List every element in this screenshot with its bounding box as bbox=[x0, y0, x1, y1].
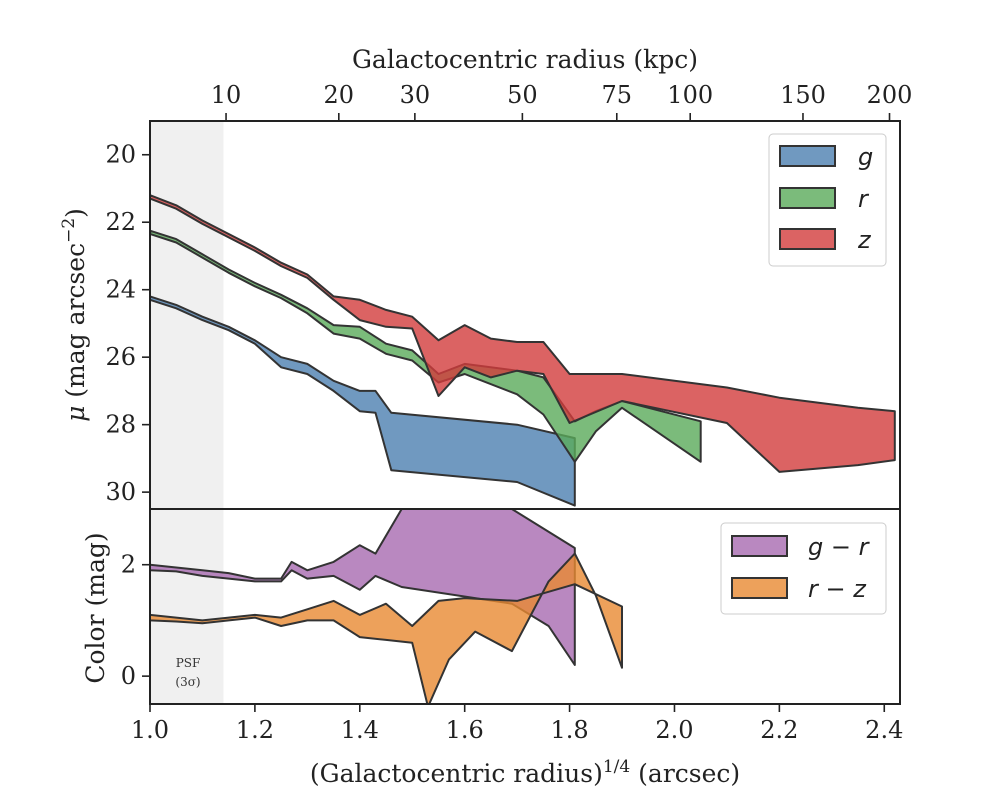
bottom-plot-frame bbox=[149, 508, 901, 705]
top-legend: g r z bbox=[768, 133, 887, 267]
x-tick-label: 1.2 bbox=[236, 716, 274, 744]
legend-swatch-r-z bbox=[731, 577, 788, 599]
legend-label-g-r: g − r bbox=[808, 533, 871, 561]
y-tick-label: 20 bbox=[105, 141, 136, 169]
bottom-legend: g − r r − z bbox=[720, 522, 887, 615]
legend-swatch-z bbox=[779, 228, 836, 250]
band-r bbox=[150, 229, 702, 463]
y-tick-label: 26 bbox=[105, 343, 136, 371]
top-axis-ticks: 10 20 30 50 75 100 150 200 bbox=[211, 81, 913, 121]
x-tick-label: 1.4 bbox=[341, 716, 379, 744]
x-axis-label: (Galactocentric radius)1/4 (arcsec) bbox=[310, 757, 740, 788]
legend-label-r: r bbox=[858, 185, 870, 213]
top-y-ticks: 20 22 24 26 28 30 bbox=[105, 141, 150, 506]
y-tick-label: 28 bbox=[105, 411, 136, 439]
kpc-tick-label: 200 bbox=[867, 81, 913, 109]
x-tick-label: 2.0 bbox=[655, 716, 693, 744]
y-tick-label: 24 bbox=[105, 276, 136, 304]
psf-region-bottom bbox=[150, 509, 224, 704]
ylabel-exponent: −2 bbox=[59, 218, 79, 243]
band-g bbox=[150, 295, 576, 507]
bottom-y-axis-label: Color (mag) bbox=[81, 532, 110, 683]
kpc-tick-label: 20 bbox=[324, 81, 355, 109]
legend-label-r-z: r − z bbox=[808, 575, 867, 603]
band-z bbox=[150, 194, 896, 473]
ylabel-unit: (mag arcsec bbox=[61, 243, 90, 398]
legend-swatch-r bbox=[779, 187, 836, 209]
color-y-tick-label: 2 bbox=[121, 551, 136, 579]
legend-swatch-g bbox=[779, 145, 836, 167]
top-y-axis-label: μ (mag arcsec−2) bbox=[59, 208, 90, 422]
x-tick-label: 1.8 bbox=[550, 716, 588, 744]
y-tick-label: 22 bbox=[105, 208, 136, 236]
x-tick-label: 2.2 bbox=[760, 716, 798, 744]
y-tick-label: 30 bbox=[105, 478, 136, 506]
legend-swatch-g-r bbox=[731, 535, 788, 557]
psf-region-top bbox=[150, 121, 224, 509]
x-tick-label: 1.0 bbox=[131, 716, 169, 744]
psf-label-line2: (3σ) bbox=[175, 675, 200, 689]
x-tick-label: 1.6 bbox=[446, 716, 484, 744]
ylabel-close: ) bbox=[61, 208, 90, 218]
x-tick-label: 2.4 bbox=[865, 716, 903, 744]
kpc-tick-label: 75 bbox=[602, 81, 633, 109]
band-rz bbox=[150, 552, 623, 704]
color-y-tick-label: 0 bbox=[121, 662, 136, 690]
band-gr bbox=[150, 509, 576, 666]
surface-brightness-panel: 20 22 24 26 28 30 10 20 30 50 75 100 150 200 Galacto… bbox=[59, 45, 912, 517]
top-series-group bbox=[150, 194, 896, 507]
bottom-series-group bbox=[150, 509, 623, 704]
legend-label-g: g bbox=[858, 143, 873, 171]
top-axis-title: Galactocentric radius (kpc) bbox=[352, 45, 698, 74]
ylabel-mu: μ bbox=[61, 406, 90, 422]
kpc-tick-label: 150 bbox=[780, 81, 826, 109]
kpc-tick-label: 30 bbox=[400, 81, 431, 109]
kpc-tick-label: 50 bbox=[507, 81, 538, 109]
bottom-y-ticks: 02 bbox=[121, 551, 150, 690]
legend-label-z: z bbox=[857, 226, 872, 254]
kpc-tick-label: 10 bbox=[211, 81, 242, 109]
kpc-tick-label: 100 bbox=[667, 81, 713, 109]
bottom-x-ticks: 1.0 1.2 1.4 1.6 1.8 2.0 2.2 2.4 bbox=[131, 704, 903, 744]
color-panel: 02 1.0 1.2 1.4 1.6 1.8 2.0 2.2 2.4 Color (mag) … bbox=[81, 508, 903, 788]
psf-label-line1: PSF bbox=[176, 656, 201, 670]
